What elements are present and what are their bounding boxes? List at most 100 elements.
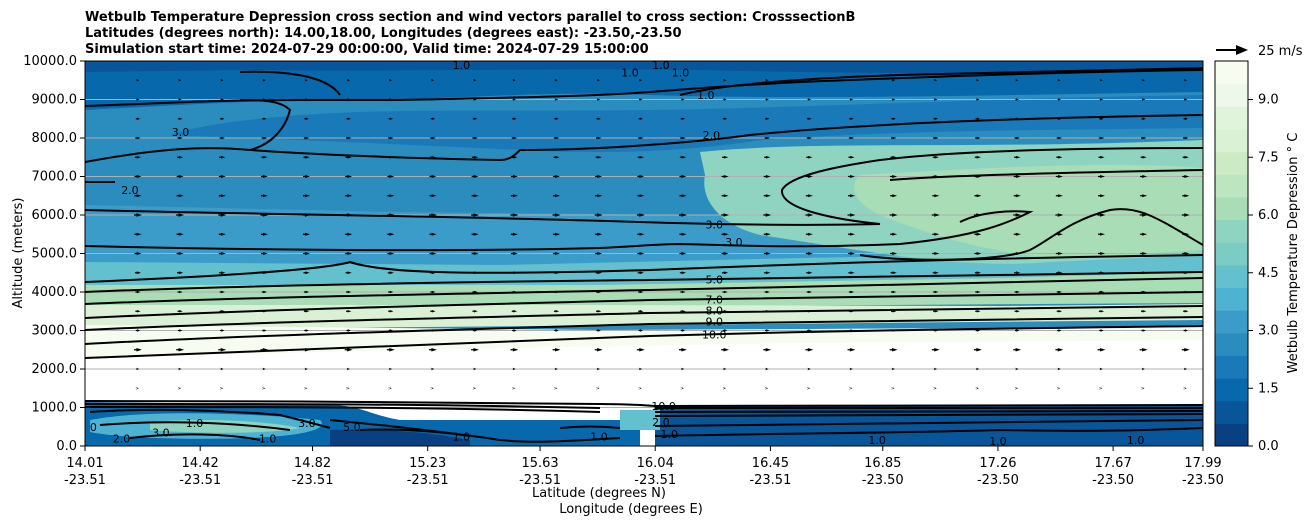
wind-vector: [1140, 251, 1148, 256]
wind-vector: [472, 271, 479, 275]
wind-vector: [764, 155, 771, 159]
wind-vector: [637, 251, 645, 256]
wind-vector: [721, 213, 730, 217]
wind-vector: [1015, 98, 1019, 101]
y-axis-ticks: 0.0 1000.0 2000.0 3000.0 4000.0 5000.0 6000.0 7…: [23, 54, 85, 454]
colorbar-swatch: [1215, 196, 1248, 221]
wind-vector: [932, 155, 939, 159]
wind-vector: [637, 232, 645, 236]
wind-vector: [932, 194, 940, 198]
wind-vector: [134, 348, 142, 352]
wind-vector: [135, 136, 141, 140]
wind-vector: [1056, 290, 1063, 294]
wind-vector: [388, 136, 394, 140]
wind-vector: [636, 213, 645, 217]
wind-vector: [723, 98, 727, 101]
colorbar-swatch: [1215, 264, 1248, 288]
wind-vector: [765, 387, 769, 390]
wind-vector: [721, 232, 729, 236]
colorbar-label: Wetbulb Temperature Depression ° C: [1286, 133, 1301, 374]
wind-vector: [595, 155, 602, 159]
wind-vector: [721, 251, 729, 256]
wind-vector: [890, 136, 897, 140]
y-axis-label: Altitude (meters): [11, 198, 26, 309]
colorbar-swatch: [1215, 423, 1248, 447]
wind-vector: [596, 329, 601, 332]
x-axis-ticks: 14.01 -23.51 14.42 -23.51 14.82 -23.51 15.23 -2…: [64, 446, 1224, 488]
wind-vector: [805, 232, 813, 236]
wind-vector: [510, 348, 519, 352]
x-tick-label-latitude: 15.63: [521, 456, 558, 471]
wind-vector: [596, 98, 601, 101]
wind-vector: [1141, 329, 1146, 332]
x-tick-label-longitude: -23.51: [64, 473, 106, 488]
wind-vector: [304, 117, 309, 120]
contour-label: 3.0: [152, 427, 170, 440]
wind-vector: [681, 98, 685, 101]
wind-vector: [637, 271, 644, 275]
wind-vector: [177, 290, 183, 294]
wind-vector: [1056, 271, 1063, 275]
wind-vector: [429, 194, 437, 198]
wind-vector: [932, 232, 940, 236]
wind-vector: [430, 310, 436, 313]
wind-vector: [636, 348, 645, 352]
y-tick-label: 4000.0: [32, 285, 78, 300]
wind-vector: [1055, 348, 1064, 352]
wind-vector: [763, 348, 772, 352]
wind-vector: [680, 117, 686, 120]
wind-vector: [973, 348, 982, 352]
wind-vector: [722, 310, 728, 313]
wind-vector: [218, 348, 227, 352]
wind-vector: [1182, 155, 1189, 159]
wind-vector: [1140, 194, 1148, 198]
wind-vector: [1182, 251, 1190, 256]
contour-label: 1.0: [672, 67, 690, 80]
contour-label: 0: [90, 421, 97, 434]
wind-vector: [807, 329, 812, 332]
wind-vector: [849, 117, 854, 120]
wind-vector: [388, 310, 394, 313]
wind-vector: [974, 194, 982, 198]
wind-vectors: [134, 79, 1190, 390]
wind-vector: [512, 387, 516, 390]
x-tick-label-latitude: 17.99: [1184, 456, 1221, 471]
wind-vector: [176, 251, 184, 256]
contour-label: 10.0: [651, 400, 676, 413]
wind-vector: [1098, 310, 1105, 313]
wind-vector: [176, 232, 184, 236]
wind-vector: [302, 348, 311, 352]
wind-vector: [848, 290, 855, 294]
wind-vector: [849, 79, 853, 82]
wind-vector: [511, 290, 518, 294]
wind-vector: [512, 329, 517, 332]
wind-vector: [344, 348, 353, 352]
colorbar-swatch: [1215, 355, 1248, 379]
wind-vector: [597, 79, 601, 82]
wind-vector: [1056, 155, 1063, 159]
wind-vector: [388, 387, 392, 390]
wind-vector: [261, 271, 268, 275]
wind-vector: [595, 174, 603, 179]
wind-vector: [1181, 213, 1190, 217]
wind-vector: [594, 348, 603, 352]
wind-vector: [1057, 367, 1061, 371]
x-tick-label-longitude: -23.50: [1182, 473, 1224, 488]
wind-vector: [472, 387, 476, 390]
contour-1-right: [679, 67, 1203, 96]
plot-area: 1.01.0 1.01.01.02.03.02.03.03.05.07.08.09…: [85, 61, 1203, 446]
wind-vector: [596, 310, 602, 313]
contour-5: [85, 271, 1203, 293]
contour-surface-5: [654, 410, 1203, 413]
wind-vector: [220, 117, 225, 120]
wind-vector: [1140, 136, 1147, 140]
contour-surface-10: [99, 421, 291, 431]
title-line-2: Latitudes (degrees north): 14.00,18.00, …: [85, 26, 682, 41]
wind-vector: [260, 348, 269, 352]
wind-vector: [218, 251, 226, 256]
contour-surface-2: [85, 403, 601, 409]
wind-vector: [261, 136, 268, 140]
wind-vector: [176, 174, 184, 179]
wind-vector: [1140, 271, 1147, 275]
